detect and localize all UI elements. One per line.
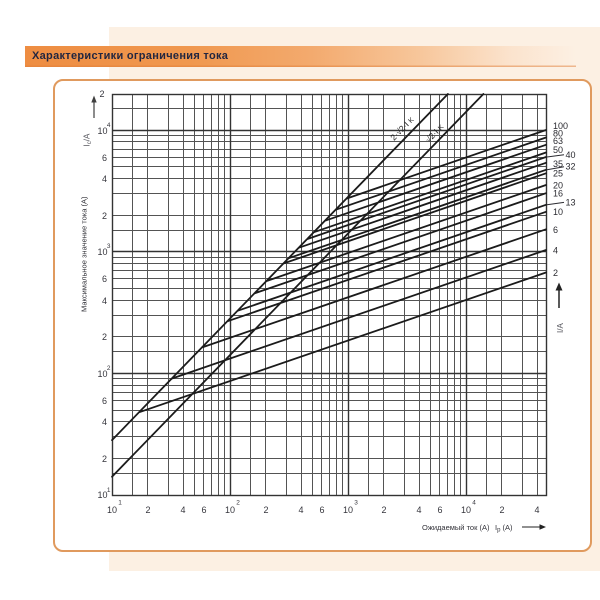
svg-text:2: 2 [102,332,107,342]
svg-text:2: 2 [145,505,150,515]
svg-text:2: 2 [263,505,268,515]
svg-text:1: 1 [107,487,111,494]
svg-text:2: 2 [99,89,104,99]
svg-text:6: 6 [201,505,206,515]
svg-text:3: 3 [107,243,111,250]
svg-text:3: 3 [354,500,358,507]
svg-text:2: 2 [553,268,558,278]
svg-text:35: 35 [553,159,563,169]
svg-text:2: 2 [499,505,504,515]
svg-text:32: 32 [566,162,576,172]
svg-text:4: 4 [102,417,107,427]
svg-text:10: 10 [343,505,353,515]
svg-text:4: 4 [107,122,111,129]
svg-text:I/A: I/A [556,323,565,333]
svg-text:10: 10 [97,369,107,379]
svg-text:10: 10 [553,207,563,217]
svg-text:6: 6 [553,225,558,235]
svg-text:2·√2·I K: 2·√2·I K [388,114,416,142]
svg-text:2: 2 [236,500,240,507]
svg-text:10: 10 [461,505,471,515]
svg-text:4: 4 [534,505,539,515]
svg-text:6: 6 [437,505,442,515]
svg-text:4: 4 [298,505,303,515]
svg-text:10: 10 [97,126,107,136]
svg-text:Ip (A): Ip (A) [495,523,513,534]
svg-text:2: 2 [102,454,107,464]
svg-text:Ic/A: Ic/A [83,133,94,146]
svg-text:6: 6 [102,274,107,284]
svg-text:80: 80 [553,128,563,138]
svg-text:10: 10 [107,505,117,515]
svg-text:2: 2 [102,211,107,221]
svg-text:10: 10 [225,505,235,515]
svg-text:6: 6 [102,153,107,163]
svg-text:4: 4 [180,505,185,515]
svg-text:63: 63 [553,136,563,146]
svg-text:25: 25 [553,169,563,179]
svg-text:4: 4 [553,246,558,256]
svg-text:100: 100 [553,121,568,131]
svg-text:20: 20 [553,181,563,191]
svg-text:10: 10 [97,247,107,257]
svg-text:4: 4 [102,174,107,184]
svg-text:10: 10 [97,490,107,500]
svg-text:√2·I K: √2·I K [423,122,445,145]
svg-text:40: 40 [566,150,576,160]
svg-text:50: 50 [553,145,563,155]
svg-text:4: 4 [102,296,107,306]
svg-text:4: 4 [416,505,421,515]
svg-text:Ожидаемый ток (A): Ожидаемый ток (A) [422,523,490,532]
svg-text:2: 2 [107,365,111,372]
svg-text:Максимальное значение тока (A): Максимальное значение тока (A) [80,196,89,312]
svg-text:6: 6 [319,505,324,515]
svg-text:16: 16 [553,188,563,198]
svg-text:6: 6 [102,396,107,406]
svg-text:1: 1 [118,500,122,507]
svg-text:4: 4 [472,500,476,507]
svg-text:2: 2 [381,505,386,515]
svg-text:13: 13 [566,197,576,207]
